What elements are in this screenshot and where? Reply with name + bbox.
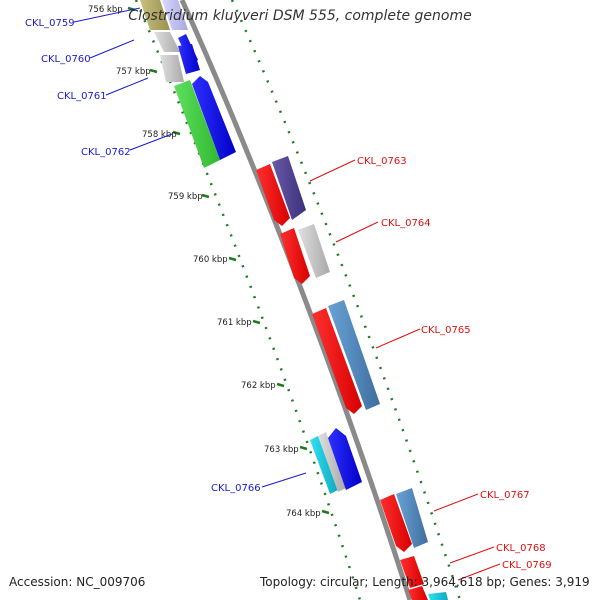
gene-feature-CKL_0762b[interactable] <box>192 76 236 160</box>
gene-feature-CKL_0767b[interactable] <box>396 488 428 548</box>
gene-label[interactable]: CKL_0759 <box>25 18 75 29</box>
gene-label[interactable]: CKL_0769 <box>502 560 552 571</box>
left-features <box>140 0 362 494</box>
topology-text: Topology: circular; Length: 3,964,618 bp… <box>260 575 590 589</box>
tick-label: 762 kbp <box>241 381 276 391</box>
gene-feature-CKL_0766c[interactable] <box>328 428 362 490</box>
left-leaders <box>73 7 307 488</box>
gene-feature-CKL_0759[interactable] <box>140 0 170 30</box>
tick-mark <box>276 382 285 388</box>
gene-feature-CKL_0769b[interactable] <box>428 592 448 600</box>
tick-label: 763 kbp <box>264 445 299 455</box>
gene-label[interactable]: CKL_0762 <box>81 147 131 158</box>
gene-feature-CKL_0762[interactable] <box>174 80 220 168</box>
gene-feature-CKL_0765b[interactable] <box>328 300 380 410</box>
gene-feature-CKL_0766[interactable] <box>310 436 338 494</box>
gene-feature-CKL_0768[interactable] <box>400 556 424 588</box>
tick-mark <box>172 130 181 136</box>
tick-label: 757 kbp <box>116 67 151 77</box>
tick-marks <box>127 6 330 515</box>
tick-label: 756 kbp <box>88 5 123 15</box>
accession-text: Accession: NC_009706 <box>9 575 146 589</box>
gene-feature-CKL_0761b[interactable] <box>178 44 200 74</box>
gene-feature-CKL_0759b[interactable] <box>162 0 188 30</box>
tick-label: 761 kbp <box>217 318 252 328</box>
gene-label[interactable]: CKL_0761 <box>57 91 107 102</box>
gene-feature-CKL_0767[interactable] <box>380 494 412 552</box>
gene-feature-CKL_0760[interactable] <box>154 32 180 52</box>
tick-mark <box>299 445 308 451</box>
gene-feature-CKL_0766b[interactable] <box>318 432 346 492</box>
gene-label[interactable]: CKL_0767 <box>480 490 530 501</box>
tick-mark <box>201 193 210 199</box>
gene-label[interactable]: CKL_0768 <box>496 543 546 554</box>
tick-label: 758 kbp <box>142 130 177 140</box>
gene-label[interactable]: CKL_0766 <box>211 483 261 494</box>
gene-feature-CKL_0765[interactable] <box>312 308 362 414</box>
gene-feature-CKL_0764[interactable] <box>280 228 310 284</box>
right-features <box>256 156 448 600</box>
inner-dotted-ring <box>134 0 362 600</box>
tick-mark <box>252 319 261 325</box>
outer-dotted-ring <box>230 0 462 600</box>
gene-labels: CKL_0759 CKL_0760 CKL_0761 CKL_0762 CKL_… <box>25 18 552 571</box>
gene-label[interactable]: CKL_0760 <box>41 54 91 65</box>
tick-label: 759 kbp <box>168 192 203 202</box>
gene-label[interactable]: CKL_0764 <box>381 218 431 229</box>
gene-feature-CKL_0761[interactable] <box>160 55 184 82</box>
tick-label: 764 kbp <box>286 509 321 519</box>
gene-feature-CKL_0769[interactable] <box>408 586 428 600</box>
gene-feature-CKL_0764b[interactable] <box>298 224 330 278</box>
gene-label[interactable]: CKL_0763 <box>357 156 407 167</box>
right-leaders <box>309 159 501 581</box>
map-title: Clostridium kluyveri DSM 555, complete g… <box>128 8 472 24</box>
tick-label: 760 kbp <box>193 255 228 265</box>
gene-feature-CKL_0763[interactable] <box>256 164 290 226</box>
gene-label[interactable]: CKL_0765 <box>421 325 471 336</box>
tick-labels: 756 kbp 757 kbp 758 kbp 759 kbp 760 kbp … <box>88 5 321 519</box>
tick-mark <box>228 256 237 262</box>
tick-mark <box>149 68 158 74</box>
tick-mark <box>321 509 330 515</box>
gene-feature-CKL_0763b[interactable] <box>272 156 306 220</box>
